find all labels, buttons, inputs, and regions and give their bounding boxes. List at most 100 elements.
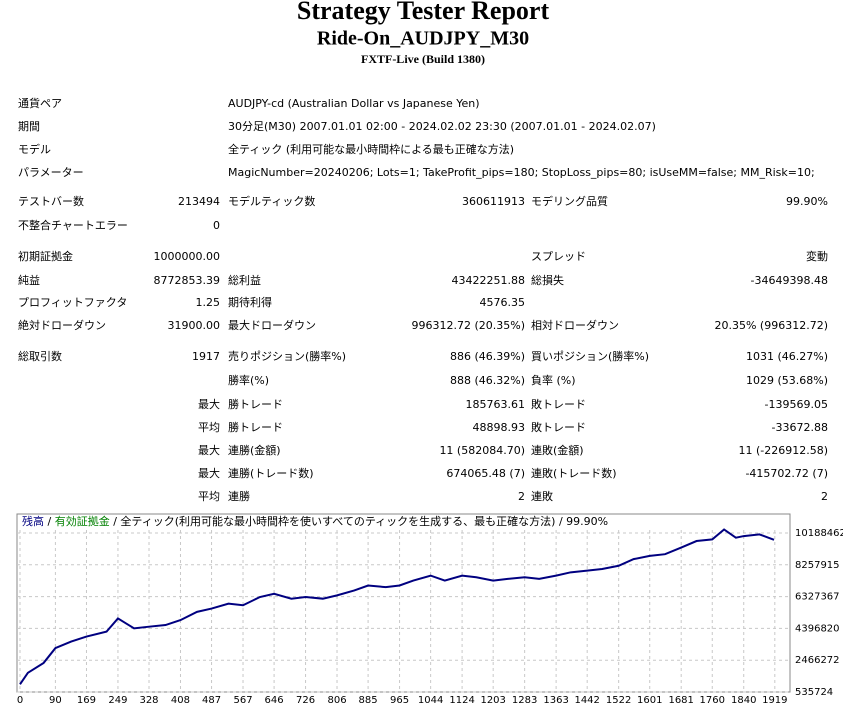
stat-label: 最大ドローダウン xyxy=(228,318,316,332)
chart-frame xyxy=(16,513,791,693)
chart-legend: 残高 / 有効証拠金 / 全ティック(利用可能な最小時間枠を使いすべてのティック… xyxy=(22,514,608,528)
x-tick-label: 1760 xyxy=(700,695,725,706)
stat-value: 11 (-226912.58) xyxy=(738,444,828,457)
x-tick-label: 1044 xyxy=(418,695,443,706)
stat-label: 期待利得 xyxy=(228,295,272,309)
stat-value: 185763.61 xyxy=(466,398,526,411)
stat-value: 1.25 xyxy=(196,296,221,309)
x-tick-label: 567 xyxy=(233,695,252,706)
stat-label: 連勝(トレード数) xyxy=(228,466,314,480)
stat-label: モデルティック数 xyxy=(228,194,315,208)
stat-value: -33672.88 xyxy=(772,421,828,434)
x-tick-label: 169 xyxy=(77,695,96,706)
x-tick-label: 646 xyxy=(265,695,284,706)
x-tick-label: 1681 xyxy=(668,695,693,706)
stat-label: 初期証拠金 xyxy=(18,249,73,263)
y-tick-label: 6327367 xyxy=(795,592,840,603)
stat-value: 213494 xyxy=(178,195,220,208)
info-value: 30分足(M30) 2007.01.01 02:00 - 2024.02.02 … xyxy=(228,120,656,133)
stat-value: 674065.48 (7) xyxy=(446,467,525,480)
stat-value: 99.90% xyxy=(786,195,828,208)
info-label: パラメーター xyxy=(18,166,84,179)
stat-label: 売りポジション(勝率%) xyxy=(228,349,346,363)
stat-label: 絶対ドローダウン xyxy=(18,318,106,332)
stat-label: プロフィットファクタ xyxy=(18,296,127,309)
x-tick-label: 249 xyxy=(108,695,127,706)
y-tick-label: 10188462 xyxy=(795,528,843,539)
stat-label: 勝率(%) xyxy=(228,373,269,387)
x-tick-label: 885 xyxy=(359,695,378,706)
stat-value: 20.35% (996312.72) xyxy=(714,319,828,332)
stat-value: 11 (582084.70) xyxy=(439,444,525,457)
stat-label: 敗トレード xyxy=(531,420,586,434)
stat-value: 1031 (46.27%) xyxy=(746,350,828,363)
x-tick-label: 1522 xyxy=(606,695,631,706)
y-tick-label: 535724 xyxy=(795,687,833,698)
stat-value: 2 xyxy=(518,490,525,503)
stat-value: 8772853.39 xyxy=(154,274,220,287)
stat-label: テストバー数 xyxy=(18,195,84,208)
stat-label: 総利益 xyxy=(228,273,261,287)
stat-value: 31900.00 xyxy=(168,319,221,332)
x-tick-label: 1203 xyxy=(480,695,505,706)
legend-part: / 全ティック(利用可能な最小時間枠を使いすべてのティックを生成する、最も正確な… xyxy=(110,514,608,528)
info-value: AUDJPY-cd (Australian Dollar vs Japanese… xyxy=(228,97,480,110)
server: FXTF-Live (Build 1380) xyxy=(361,52,485,66)
stat-label: モデリング品質 xyxy=(531,194,608,208)
stat-value: 888 (46.32%) xyxy=(450,374,525,387)
x-tick-label: 1283 xyxy=(512,695,537,706)
stat-label: 敗トレード xyxy=(531,397,586,411)
stat-label: 総取引数 xyxy=(18,349,62,363)
legend-part: 残高 xyxy=(22,514,44,528)
stat-label: 勝トレード xyxy=(228,397,283,411)
stat-label: 負率 (%) xyxy=(531,373,576,387)
info-label: 期間 xyxy=(18,120,40,133)
legend-part: 有効証拠金 xyxy=(55,514,110,528)
info-label: モデル xyxy=(18,142,51,156)
info-value: MagicNumber=20240206; Lots=1; TakeProfit… xyxy=(228,166,815,179)
stat-value: -139569.05 xyxy=(765,398,828,411)
stat-value: 変動 xyxy=(806,249,828,263)
info-value: 全ティック (利用可能な最小時間枠による最も正確な方法) xyxy=(228,142,514,156)
x-tick-label: 1919 xyxy=(762,695,787,706)
stat-value: 1000000.00 xyxy=(154,250,220,263)
stat-value: 最大 xyxy=(198,466,220,480)
stat-label: 連勝(金額) xyxy=(228,443,281,457)
stat-label: 純益 xyxy=(18,273,40,287)
stat-label: 連勝 xyxy=(228,489,250,503)
stat-value: 1029 (53.68%) xyxy=(746,374,828,387)
stat-value: 360611913 xyxy=(462,195,525,208)
balance-line xyxy=(19,528,775,685)
stat-value: 最大 xyxy=(198,443,220,457)
x-tick-label: 487 xyxy=(202,695,221,706)
info-label: 通貨ペア xyxy=(18,96,62,110)
x-tick-label: 1363 xyxy=(543,695,568,706)
report-subtitle: Ride-On_AUDJPY_M30 xyxy=(317,28,529,50)
stat-label: 相対ドローダウン xyxy=(531,318,619,332)
stat-value: -34649398.48 xyxy=(751,274,828,287)
x-tick-label: 1601 xyxy=(637,695,662,706)
stat-value: 0 xyxy=(213,219,220,232)
stat-value: 886 (46.39%) xyxy=(450,350,525,363)
y-tick-label: 4396820 xyxy=(795,623,840,634)
x-tick-label: 90 xyxy=(49,695,62,706)
y-tick-label: 8257915 xyxy=(795,560,840,571)
stat-value: 43422251.88 xyxy=(452,274,525,287)
stat-value: 最大 xyxy=(198,397,220,411)
legend-part: / xyxy=(44,515,55,528)
x-tick-label: 0 xyxy=(17,695,23,706)
stat-label: 買いポジション(勝率%) xyxy=(531,349,649,363)
stat-label: 連敗 xyxy=(531,489,553,503)
y-tick-label: 2466272 xyxy=(795,655,840,666)
stat-value: 2 xyxy=(821,490,828,503)
stat-value: 平均 xyxy=(198,490,220,503)
x-tick-label: 408 xyxy=(171,695,190,706)
stat-value: 996312.72 (20.35%) xyxy=(411,319,525,332)
stat-value: 1917 xyxy=(192,350,220,363)
x-tick-label: 328 xyxy=(139,695,158,706)
stat-value: 平均 xyxy=(198,421,220,434)
x-tick-label: 1442 xyxy=(574,695,599,706)
stat-label: 総損失 xyxy=(531,273,564,287)
stat-value: 48898.93 xyxy=(473,421,526,434)
